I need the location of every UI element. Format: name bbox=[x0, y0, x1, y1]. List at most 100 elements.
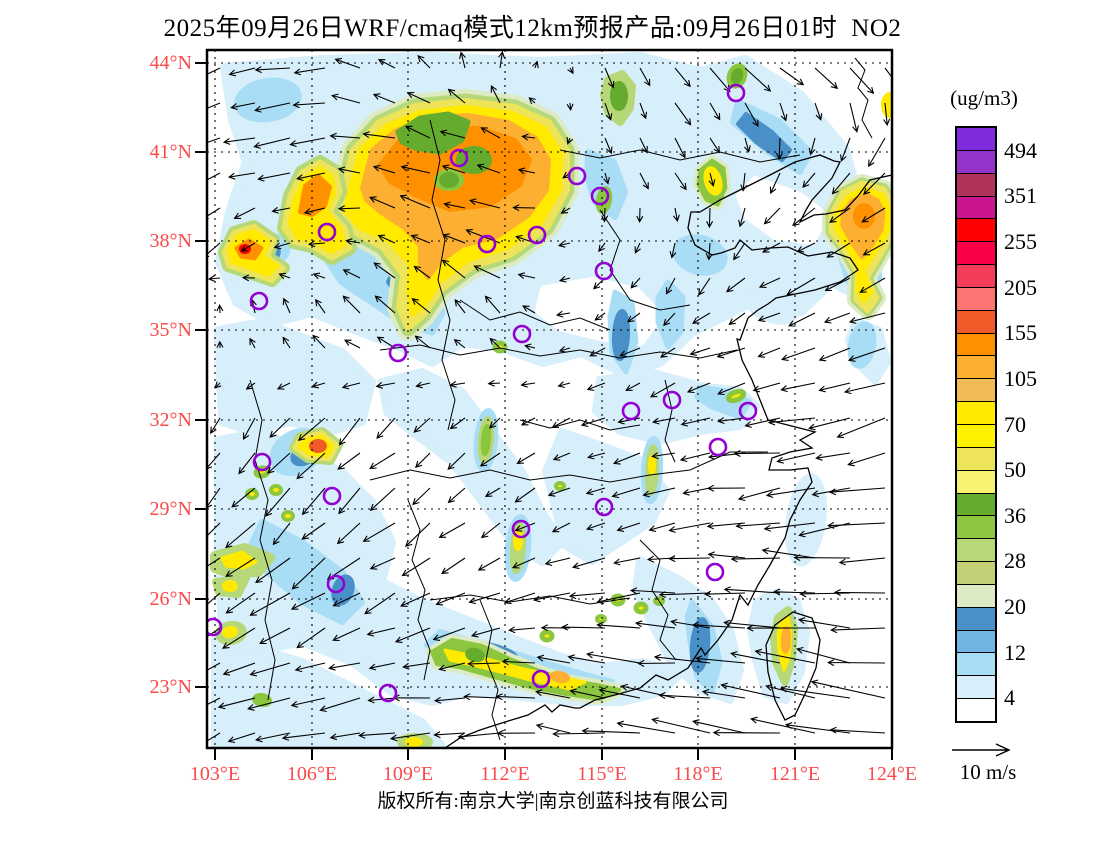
wind-arrow-icon bbox=[222, 662, 256, 676]
copyright-footer: 版权所有:南京大学|南京创蓝科技有限公司 bbox=[377, 791, 729, 812]
wind-arrow-icon bbox=[207, 627, 221, 638]
wind-arrow-icon bbox=[535, 722, 571, 734]
wind-arrow-icon bbox=[723, 586, 781, 594]
wind-arrow-icon bbox=[630, 277, 641, 289]
wind-arrow-icon bbox=[680, 417, 711, 427]
colorbar-label: 351 bbox=[1004, 183, 1037, 209]
wind-arrow-icon bbox=[560, 207, 571, 214]
wind-arrow-icon bbox=[859, 277, 886, 293]
wind-arrow-icon bbox=[709, 137, 721, 154]
wind-arrow-icon bbox=[762, 242, 781, 253]
wind-arrow-icon bbox=[296, 452, 326, 480]
wind-arrow-icon bbox=[290, 697, 326, 708]
wind-arrow-icon bbox=[514, 522, 536, 532]
wind-arrow-icon bbox=[207, 487, 221, 509]
wind-arrow-icon bbox=[443, 201, 466, 209]
colorbar-label: 28 bbox=[1004, 548, 1026, 574]
wind-arrow-icon bbox=[567, 66, 574, 75]
wind-arrow-icon bbox=[730, 555, 781, 563]
wind-arrow-icon bbox=[567, 654, 606, 664]
wind-arrow-icon bbox=[516, 452, 536, 464]
wind-arrow-icon bbox=[634, 242, 641, 254]
wind-arrow-icon bbox=[470, 627, 501, 638]
wind-arrow-icon bbox=[240, 242, 256, 252]
city-marker bbox=[322, 486, 342, 506]
wind-arrow-icon bbox=[217, 697, 256, 710]
wind-arrow-icon bbox=[691, 621, 746, 629]
wind-arrow-icon bbox=[589, 347, 606, 357]
map-frame bbox=[205, 48, 894, 750]
wind-arrow-icon bbox=[207, 172, 221, 181]
colorbar-cell bbox=[957, 538, 995, 562]
colorbar-cell bbox=[957, 446, 995, 470]
wind-arrow-icon bbox=[761, 547, 816, 559]
wind-arrow-icon bbox=[757, 312, 781, 322]
wind-arrow-icon bbox=[441, 259, 466, 279]
wind-arrow-icon bbox=[843, 382, 886, 395]
wind-arrow-icon bbox=[334, 57, 361, 69]
wind-arrow-icon bbox=[524, 343, 536, 351]
wind-arrow-icon bbox=[358, 731, 396, 739]
wind-arrow-icon bbox=[433, 731, 466, 739]
wind-arrow-icon bbox=[438, 662, 466, 672]
colorbar-cell bbox=[957, 606, 995, 630]
wind-arrow-icon bbox=[517, 167, 536, 175]
wind-arrow-icon bbox=[303, 207, 326, 215]
colorbar-cell bbox=[957, 128, 995, 150]
lat-tick-label: 41°N bbox=[149, 141, 192, 163]
wind-arrow-icon bbox=[297, 417, 326, 441]
wind-arrow-icon bbox=[225, 592, 256, 614]
wind-arrow-icon bbox=[480, 522, 501, 539]
wind-arrow-icon bbox=[311, 381, 326, 389]
wind-arrow-icon bbox=[441, 557, 466, 575]
wind-arrow-icon bbox=[557, 381, 571, 389]
city-marker bbox=[594, 261, 614, 281]
wind-arrow-icon bbox=[826, 242, 851, 258]
wind-arrow-icon bbox=[528, 97, 536, 105]
wind-arrow-icon bbox=[337, 452, 361, 470]
wind-arrow-icon bbox=[301, 487, 326, 516]
wind-arrow-icon bbox=[763, 522, 816, 532]
wind-arrow-icon bbox=[289, 137, 326, 148]
wind-arrow-icon bbox=[414, 452, 431, 469]
wind-arrow-icon bbox=[733, 242, 746, 261]
wind-arrow-icon bbox=[674, 67, 691, 88]
wind-arrow-icon bbox=[716, 347, 746, 359]
wind-arrow-icon bbox=[449, 417, 466, 430]
wind-arrow-icon bbox=[476, 163, 501, 174]
wind-arrow-icon bbox=[498, 50, 506, 69]
wind-arrow-icon bbox=[282, 336, 291, 349]
wind-arrow-icon bbox=[520, 417, 536, 426]
wind-arrow-icon bbox=[629, 587, 676, 595]
city-marker bbox=[512, 324, 532, 344]
wind-arrow-icon bbox=[345, 238, 361, 246]
wind-arrow-icon bbox=[649, 382, 676, 398]
city-marker bbox=[317, 222, 337, 242]
wind-arrow-icon bbox=[619, 347, 641, 357]
wind-arrow-icon bbox=[728, 312, 746, 326]
wind-arrow-icon bbox=[616, 522, 641, 532]
wind-arrow-icon bbox=[442, 233, 466, 244]
colorbar-label: 494 bbox=[1004, 137, 1037, 163]
wind-arrow-icon bbox=[369, 487, 396, 511]
wind-arrow-icon bbox=[743, 137, 751, 153]
wind-vector-layer bbox=[207, 50, 892, 744]
wind-arrow-icon bbox=[369, 452, 396, 470]
wind-arrow-icon bbox=[596, 592, 641, 605]
city-marker bbox=[252, 452, 272, 472]
wind-arrow-icon bbox=[207, 242, 221, 258]
wind-arrow-icon bbox=[312, 334, 326, 349]
wind-arrow-icon bbox=[604, 102, 613, 121]
wind-arrow-icon bbox=[786, 277, 816, 296]
wind-arrow-icon bbox=[544, 557, 571, 567]
wind-arrow-icon bbox=[587, 452, 606, 460]
wind-arrow-icon bbox=[517, 272, 536, 280]
colorbar-cell bbox=[957, 675, 995, 699]
wind-arrow-icon bbox=[784, 722, 851, 734]
city-marker bbox=[388, 343, 408, 363]
wind-arrow-icon bbox=[613, 557, 641, 566]
wind-arrow-icon bbox=[477, 557, 501, 571]
wind-arrow-icon bbox=[394, 627, 431, 643]
wind-arrow-icon bbox=[808, 137, 816, 156]
